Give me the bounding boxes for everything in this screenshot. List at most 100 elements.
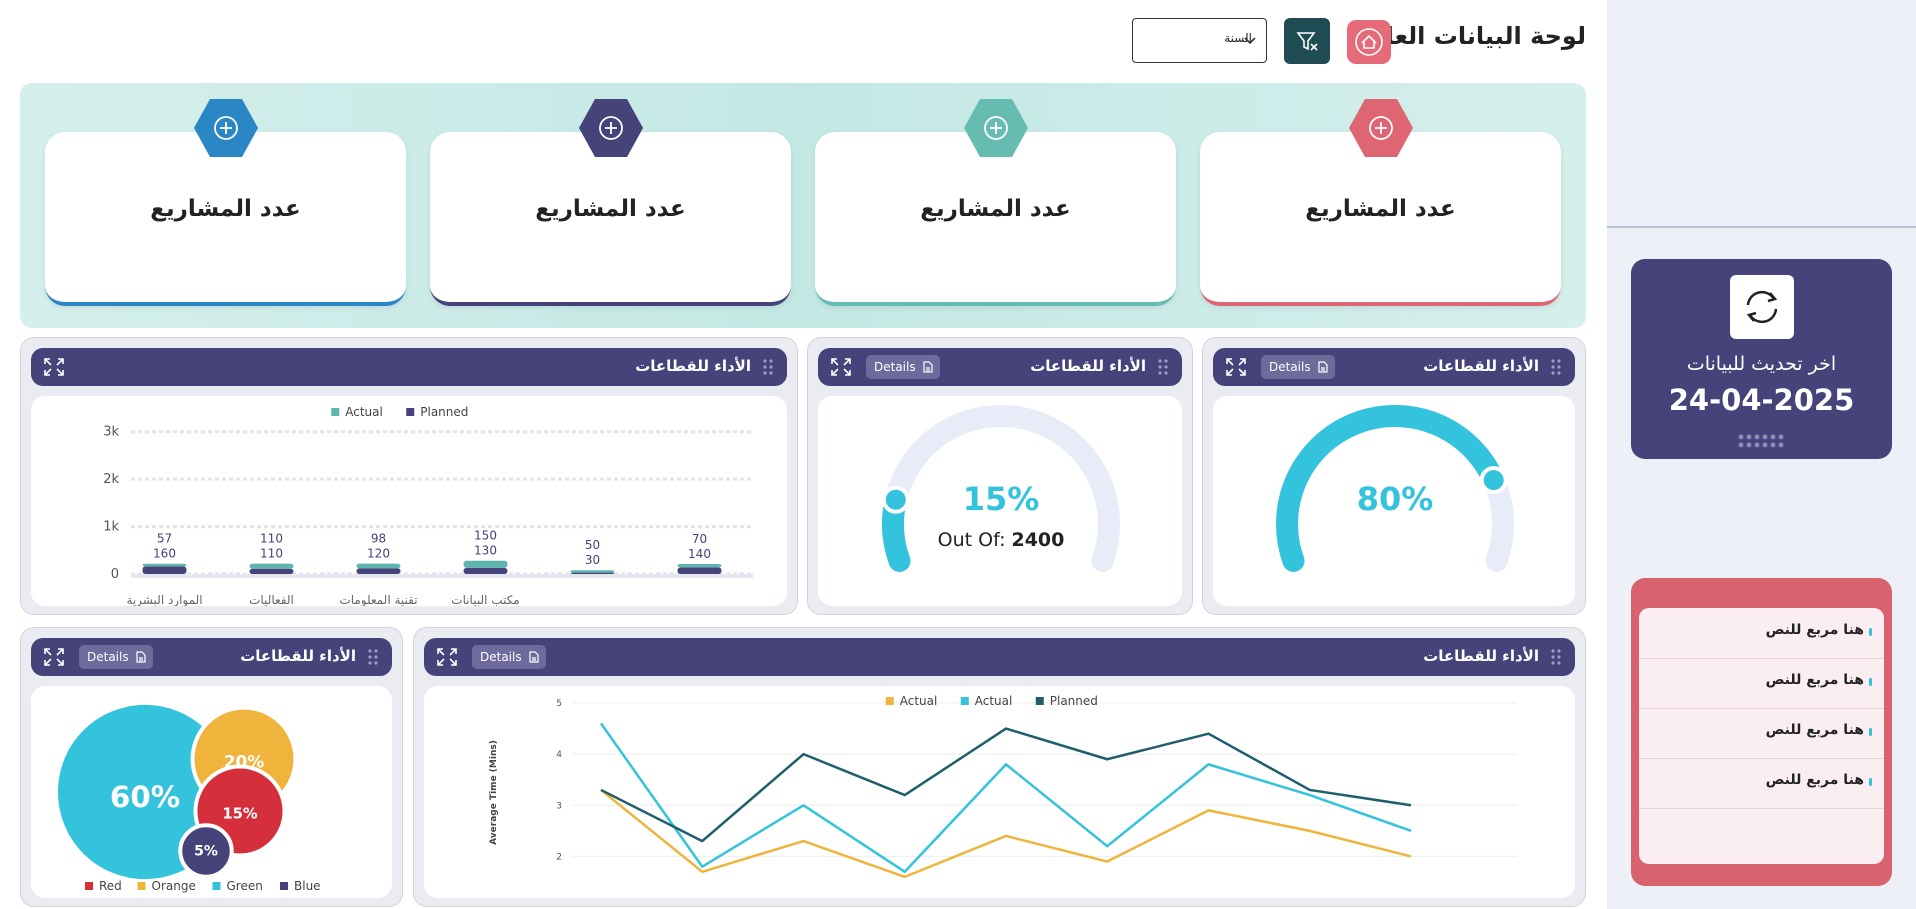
list-text: هنا مربع للنص <box>1765 722 1864 738</box>
home-button[interactable] <box>1347 20 1391 64</box>
update-date: 24-04-2025 <box>1668 383 1855 417</box>
panel-header: الأداء للقطاعات Details <box>1213 348 1575 386</box>
filter-clear-button[interactable] <box>1284 18 1330 64</box>
bar <box>570 572 615 574</box>
kpi-icon <box>579 99 643 157</box>
filter-icon <box>1296 32 1318 51</box>
y-tick-label: 0 <box>111 567 119 582</box>
list-text: هنا مربع للنص <box>1765 622 1864 638</box>
legend-swatch <box>331 408 340 416</box>
icon-glyph <box>214 116 238 140</box>
refresh-icon <box>1746 290 1778 324</box>
legend-label: Planned <box>420 405 468 419</box>
details-button[interactable]: Details <box>1261 355 1335 379</box>
x-tick-label: الموارد البشرية <box>126 593 202 606</box>
details-button[interactable]: Details <box>79 645 153 669</box>
drag-handle <box>1551 359 1561 375</box>
bubble-label: 60% <box>110 780 180 814</box>
legend-label: Orange <box>152 879 196 893</box>
icon-glyph <box>599 116 623 140</box>
panel-title: الأداء للقطاعات <box>1423 357 1539 375</box>
legend-label: Actual <box>975 694 1013 708</box>
panel-body: 2 3 4 5 Average Time (Mins) Actual Actual Plann… <box>424 686 1575 898</box>
year-select[interactable]: السنة <box>1132 18 1267 63</box>
bar-value-label: 160 <box>153 547 176 561</box>
gauge-value-label: 80% <box>1357 480 1434 518</box>
legend-swatch <box>960 697 969 705</box>
drag-handle <box>763 359 773 379</box>
x-tick-label: تقنية المعلومات <box>339 593 417 606</box>
drag-handle <box>1551 649 1561 669</box>
details-button[interactable]: Details <box>866 355 940 379</box>
drag-handle <box>1551 649 1561 665</box>
total-value: 2400 <box>1011 529 1064 551</box>
details-button[interactable]: Details <box>472 645 546 669</box>
panel-title: الأداء للقطاعات <box>240 647 356 665</box>
expand-icon <box>44 358 64 376</box>
text-list-card: هنا مربع للنص هنا مربع للنص هنا مربع للنص ه… <box>1631 578 1892 886</box>
legend-label: Green <box>227 879 263 893</box>
home-icon <box>1355 28 1383 56</box>
expand-button[interactable] <box>43 647 65 671</box>
legend-swatch <box>137 882 146 890</box>
drag-handle <box>368 649 378 669</box>
expand-icon <box>44 648 64 666</box>
expand-button[interactable] <box>43 357 65 381</box>
kpi-label: عدد المشاريع <box>535 196 686 222</box>
legend-swatch <box>406 408 415 416</box>
icon-glyph <box>220 122 232 134</box>
bar <box>142 566 187 574</box>
drag-handle <box>1158 359 1168 375</box>
legend-label: Actual <box>900 694 938 708</box>
kpi-card: عدد المشاريع <box>430 132 791 306</box>
bar-value-label: 110 <box>260 532 283 546</box>
refresh-button[interactable] <box>1730 275 1794 339</box>
doc-icon <box>136 651 146 663</box>
dots <box>1738 434 1784 448</box>
doc-glyph <box>136 651 146 663</box>
bar-value-label: 140 <box>688 547 711 561</box>
panel-title: الأداء للقطاعات <box>635 357 751 375</box>
page-title: لوحة البيانات العامة <box>1356 22 1586 50</box>
y-tick-label: 5 <box>556 699 562 709</box>
update-card: اخر تحديث للبيانات 24-04-2025 <box>1631 259 1892 459</box>
total-label: Out Of: <box>938 529 1006 551</box>
text-list: هنا مربع للنص هنا مربع للنص هنا مربع للنص ه… <box>1639 608 1884 864</box>
drag-handle <box>1551 359 1561 379</box>
list-text: هنا مربع للنص <box>1765 672 1864 688</box>
sidebar: اخر تحديث للبيانات 24-04-2025 هنا مربع ل… <box>1607 0 1916 909</box>
expand-button[interactable] <box>436 647 458 671</box>
legend-swatch <box>280 882 288 890</box>
panel-body: Actual Planned 0 1k 2k 3k 160 57 الموارد البشرية… <box>31 396 787 606</box>
bar-value-label: 110 <box>260 547 283 561</box>
y-tick-label: 3 <box>556 801 562 811</box>
kpi-icon <box>194 99 258 157</box>
y-tick-label: 4 <box>556 750 562 760</box>
bar <box>249 568 294 574</box>
kpi-label: عدد المشاريع <box>1305 196 1456 222</box>
bar-value-label: 50 <box>585 538 600 552</box>
bullet <box>1869 778 1872 786</box>
doc-icon <box>529 651 539 663</box>
gauge-chart: 15% Out Of: 2400 <box>881 405 1120 572</box>
expand-button[interactable] <box>830 357 852 381</box>
expand-button[interactable] <box>1225 357 1247 381</box>
bubble <box>178 823 234 879</box>
chart-panel: الأداء للقطاعات Details 15% Out Of: 2400 <box>807 337 1193 615</box>
list-item: هنا مربع للنص <box>1639 708 1884 759</box>
legend-swatch <box>85 882 93 890</box>
bubble-label: 15% <box>222 806 257 823</box>
bar <box>356 568 401 574</box>
expand-icon <box>437 648 457 666</box>
legend-swatch <box>212 882 221 890</box>
bar <box>356 563 401 569</box>
y-tick-label: 1k <box>103 520 119 535</box>
icon-glyph <box>605 122 617 134</box>
chart-panel: الأداء للقطاعات Details 60% 20% 15% 5% Red Oran… <box>20 627 403 907</box>
chart-panel: الأداء للقطاعات Actual Planned 0 1k 2k 3k 160 57… <box>20 337 798 615</box>
bullet <box>1869 678 1872 686</box>
kpi-icon <box>1349 99 1413 157</box>
bubble-chart: 60%20%15%5%Red Orange Green Blue <box>53 700 321 893</box>
panel-body: 80% <box>1213 396 1575 606</box>
